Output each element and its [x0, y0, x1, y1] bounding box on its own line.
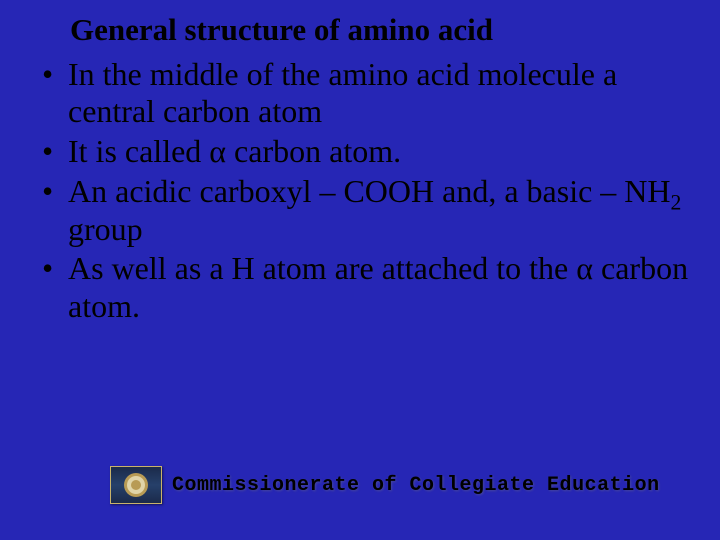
bullet-item: It is called α carbon atom.	[38, 133, 690, 171]
footer: Commissionerate of Collegiate Education	[110, 466, 660, 504]
emblem-icon	[122, 471, 150, 499]
footer-logo	[110, 466, 162, 504]
slide-title: General structure of amino acid	[70, 12, 690, 48]
bullet-item: An acidic carboxyl – COOH and, a basic –…	[38, 173, 690, 249]
footer-text: Commissionerate of Collegiate Education	[172, 474, 660, 497]
bullet-item: As well as a H atom are attached to the …	[38, 250, 690, 326]
slide: General structure of amino acid In the m…	[0, 0, 720, 540]
bullet-item: In the middle of the amino acid molecule…	[38, 56, 690, 132]
bullet-list: In the middle of the amino acid molecule…	[30, 56, 690, 326]
